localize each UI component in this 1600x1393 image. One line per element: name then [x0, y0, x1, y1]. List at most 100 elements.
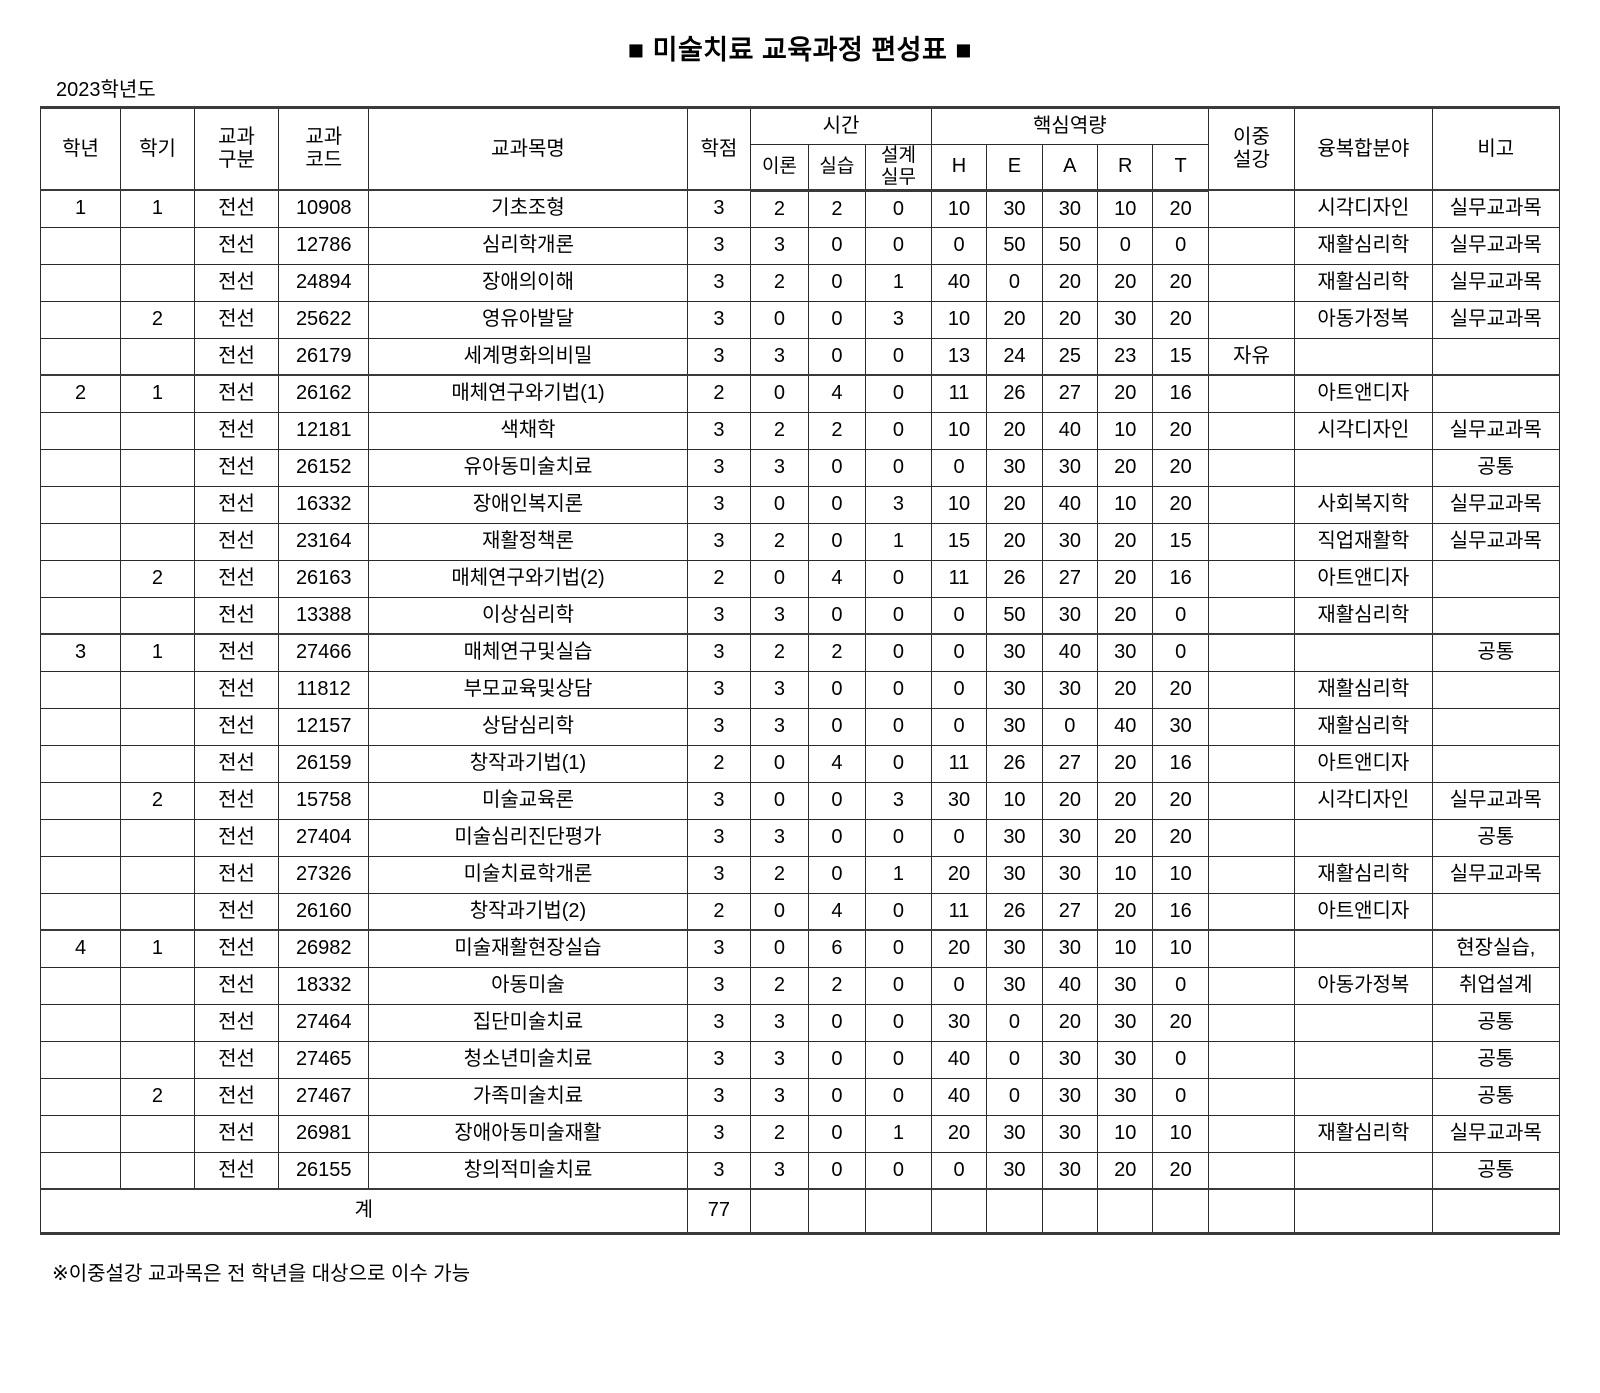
cell-credit: 3 [686, 707, 752, 746]
cell-credit: 3 [686, 1040, 752, 1079]
cell-competency-e: 0 [986, 1040, 1043, 1079]
table-row: 전선 12181 색채학 3 2 2 0 10 20 40 10 20 시각디자인 실무교과목 [39, 411, 1561, 450]
cell-subject-type: 전선 [193, 855, 280, 894]
cell-subject-type: 전선 [193, 966, 280, 1005]
cell-note: 실무교과목 [1431, 226, 1561, 265]
cell-credit: 2 [686, 374, 752, 413]
cell-subject-code: 12157 [278, 707, 370, 746]
cell-theory: 2 [750, 855, 809, 894]
cell-convergence [1294, 818, 1433, 857]
cell-design-practice: 3 [865, 781, 932, 820]
cell-competency-a: 30 [1041, 596, 1099, 635]
cell-subject-code: 18332 [278, 966, 370, 1005]
cell-design-practice: 0 [865, 596, 932, 635]
cell-semester [120, 707, 195, 746]
cell-subject-type: 전선 [193, 1077, 280, 1116]
cell-subject-code: 26162 [278, 374, 370, 413]
cell-competency-r: 10 [1097, 1114, 1154, 1153]
header-subject-type: 교과 구분 [193, 106, 280, 191]
table-row: 전선 26981 장애아동미술재활 3 2 0 1 20 30 30 10 10 재활심리학 실무교과목 [39, 1114, 1561, 1153]
cell-design-practice: 0 [865, 189, 932, 228]
cell-theory: 3 [750, 818, 809, 857]
cell-credit: 3 [686, 411, 752, 450]
footnote: ※이중설강 교과목은 전 학년을 대상으로 이수 가능 [52, 1262, 471, 1285]
cell-subject-type: 전선 [193, 559, 280, 598]
cell-note: 실무교과목 [1431, 781, 1561, 820]
cell-dual-open [1207, 744, 1296, 783]
cell-competency-t: 20 [1152, 448, 1209, 487]
cell-competency-a: 30 [1041, 1077, 1099, 1116]
cell-credit: 3 [686, 855, 752, 894]
cell-subject-name: 창작과기법(2) [368, 892, 688, 931]
table-row: 전선 27326 미술치료학개론 3 2 0 1 20 30 30 10 10 재활심리학 실무교과목 [39, 855, 1561, 894]
cell-design-practice: 0 [865, 1003, 932, 1042]
cell-theory: 0 [750, 781, 809, 820]
cell-dual-open [1207, 559, 1296, 598]
cell-competency-a: 27 [1041, 892, 1099, 931]
cell-subject-name: 매체연구와기법(1) [368, 374, 688, 413]
cell-competency-e: 0 [986, 1077, 1043, 1116]
cell-note: 실무교과목 [1431, 485, 1561, 524]
cell-subject-type: 전선 [193, 1114, 280, 1153]
cell-subject-name: 미술심리진단평가 [368, 818, 688, 857]
cell-subject-code: 26152 [278, 448, 370, 487]
cell-competency-r: 20 [1097, 559, 1154, 598]
cell-grade [39, 1040, 122, 1079]
cell-dual-open [1207, 818, 1296, 857]
cell-grade [39, 670, 122, 709]
cell-semester [120, 1151, 195, 1191]
cell-note: 실무교과목 [1431, 189, 1561, 228]
cell-subject-code: 12786 [278, 226, 370, 265]
cell-design-practice: 0 [865, 818, 932, 857]
cell-practice: 0 [807, 522, 867, 561]
cell-convergence [1294, 337, 1433, 376]
cell-competency-t: 20 [1152, 1151, 1209, 1191]
cell-competency-e: 30 [986, 1114, 1043, 1153]
cell-grade [39, 559, 122, 598]
cell-dual-open [1207, 855, 1296, 894]
cell-theory: 0 [750, 744, 809, 783]
cell-semester [120, 892, 195, 931]
cell-theory: 3 [750, 1003, 809, 1042]
header-competency-t: T [1152, 144, 1209, 192]
cell-grade [39, 337, 122, 376]
header-competency-r: R [1097, 144, 1154, 192]
cell-subject-code: 13388 [278, 596, 370, 635]
cell-theory: 0 [750, 300, 809, 339]
cell-dual-open [1207, 633, 1296, 672]
cell-convergence [1294, 1077, 1433, 1116]
cell-competency-r: 30 [1097, 966, 1154, 1005]
cell-theory: 3 [750, 337, 809, 376]
cell-subject-type: 전선 [193, 1003, 280, 1042]
cell-practice: 0 [807, 1003, 867, 1042]
header-competency-h: H [930, 144, 988, 192]
table-row: 전선 12786 심리학개론 3 3 0 0 0 50 50 0 0 재활심리학 실무교과목 [39, 226, 1561, 265]
table-row: 전선 26179 세계명화의비밀 3 3 0 0 13 24 25 23 15 자유 [39, 337, 1561, 376]
cell-competency-r: 20 [1097, 263, 1154, 302]
cell-convergence [1294, 1151, 1433, 1191]
table-header: 학년 학기 교과 구분 교과 코드 교과목명 학점 시간 핵심역량 이중 설강 [39, 106, 1561, 192]
cell-credit: 3 [686, 818, 752, 857]
cell-competency-e: 50 [986, 596, 1043, 635]
cell-subject-code: 16332 [278, 485, 370, 524]
cell-semester [120, 1003, 195, 1042]
cell-subject-name: 미술치료학개론 [368, 855, 688, 894]
cell-design-practice: 1 [865, 522, 932, 561]
cell-design-practice: 0 [865, 448, 932, 487]
cell-subject-name: 장애인복지론 [368, 485, 688, 524]
cell-practice: 0 [807, 263, 867, 302]
cell-competency-h: 0 [930, 707, 988, 746]
cell-grade [39, 818, 122, 857]
cell-practice: 4 [807, 892, 867, 931]
table-row: 전선 26155 창의적미술치료 3 3 0 0 0 30 30 20 20 공통 [39, 1151, 1561, 1191]
cell-subject-name: 세계명화의비밀 [368, 337, 688, 376]
total-blank-note [1431, 1188, 1561, 1235]
cell-competency-t: 10 [1152, 929, 1209, 968]
cell-credit: 2 [686, 892, 752, 931]
cell-subject-type: 전선 [193, 411, 280, 450]
cell-competency-e: 20 [986, 485, 1043, 524]
header-convergence: 융복합분야 [1294, 106, 1433, 191]
cell-practice: 0 [807, 781, 867, 820]
cell-practice: 2 [807, 411, 867, 450]
cell-convergence: 재활심리학 [1294, 1114, 1433, 1153]
